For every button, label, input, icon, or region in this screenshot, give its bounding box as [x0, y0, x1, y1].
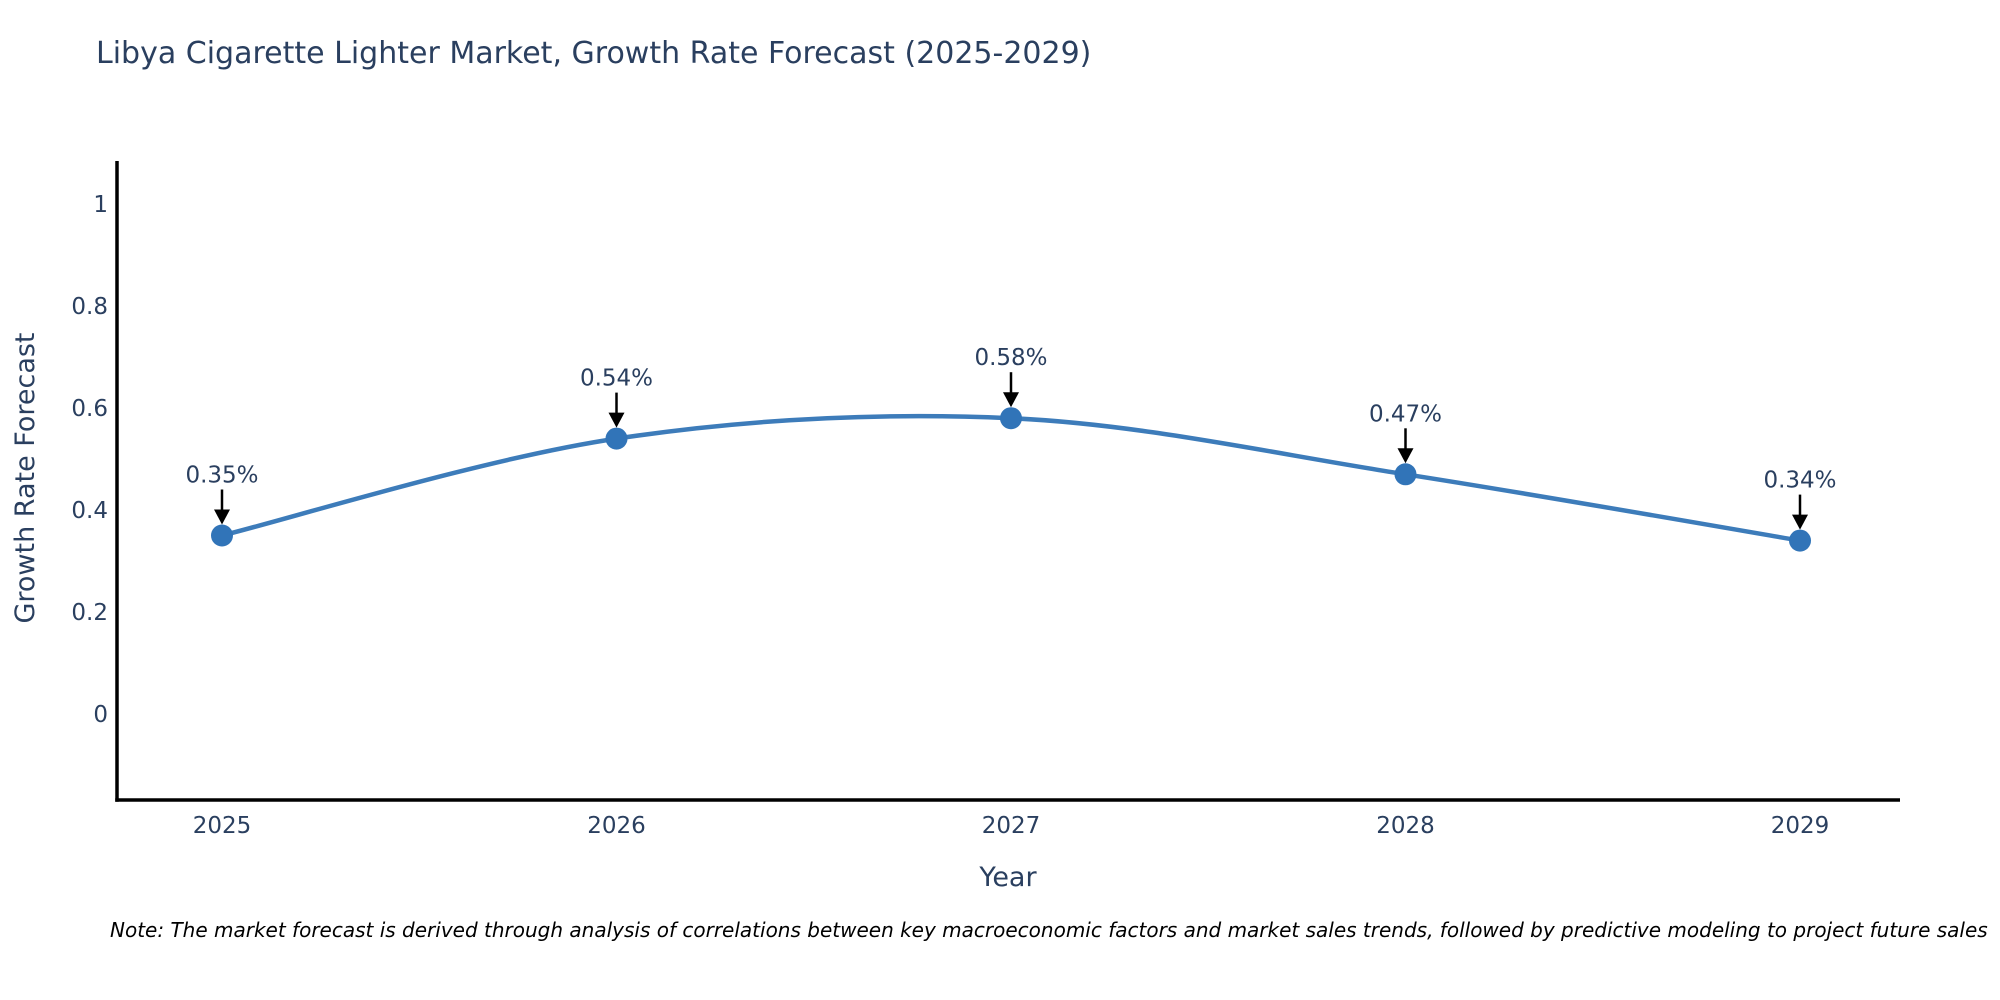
point-value-label: 0.54% — [580, 366, 653, 392]
point-value-label: 0.34% — [1763, 468, 1836, 494]
chart-title: Libya Cigarette Lighter Market, Growth R… — [96, 36, 1092, 71]
data-point-marker — [1789, 529, 1811, 552]
annotation-arrowhead-icon — [1792, 514, 1808, 530]
y-tick-label: 0.4 — [71, 498, 108, 524]
x-tick-label: 2028 — [1376, 813, 1435, 839]
footnote: Note: The market forecast is derived thr… — [110, 918, 1988, 942]
trend-line — [219, 413, 1803, 543]
annotation-arrowhead-icon — [1003, 392, 1019, 408]
data-point-marker — [1000, 407, 1022, 430]
y-tick-label: 0 — [93, 702, 108, 728]
y-tick-label: 0.6 — [71, 396, 108, 422]
x-tick-label: 2026 — [587, 813, 646, 839]
point-value-label: 0.47% — [1369, 401, 1442, 427]
point-value-label: 0.35% — [185, 463, 258, 489]
x-tick-label: 2025 — [193, 813, 252, 839]
data-point-marker — [211, 524, 233, 547]
y-tick-label: 0.8 — [71, 294, 108, 320]
y-tick-label: 0.2 — [71, 600, 108, 626]
annotation-arrowhead-icon — [608, 412, 625, 428]
annotation-arrowhead-icon — [1397, 448, 1414, 464]
point-value-label: 0.58% — [974, 345, 1047, 371]
x-tick-label: 2029 — [1771, 813, 1830, 839]
y-axis-title: Growth Rate Forecast — [10, 332, 41, 623]
y-tick-label: 1 — [93, 192, 108, 218]
x-axis-title: Year — [978, 862, 1037, 893]
data-point-marker — [605, 427, 628, 450]
annotation-arrowhead-icon — [214, 509, 230, 525]
x-tick-label: 2027 — [982, 813, 1041, 839]
data-point-marker — [1394, 463, 1417, 486]
